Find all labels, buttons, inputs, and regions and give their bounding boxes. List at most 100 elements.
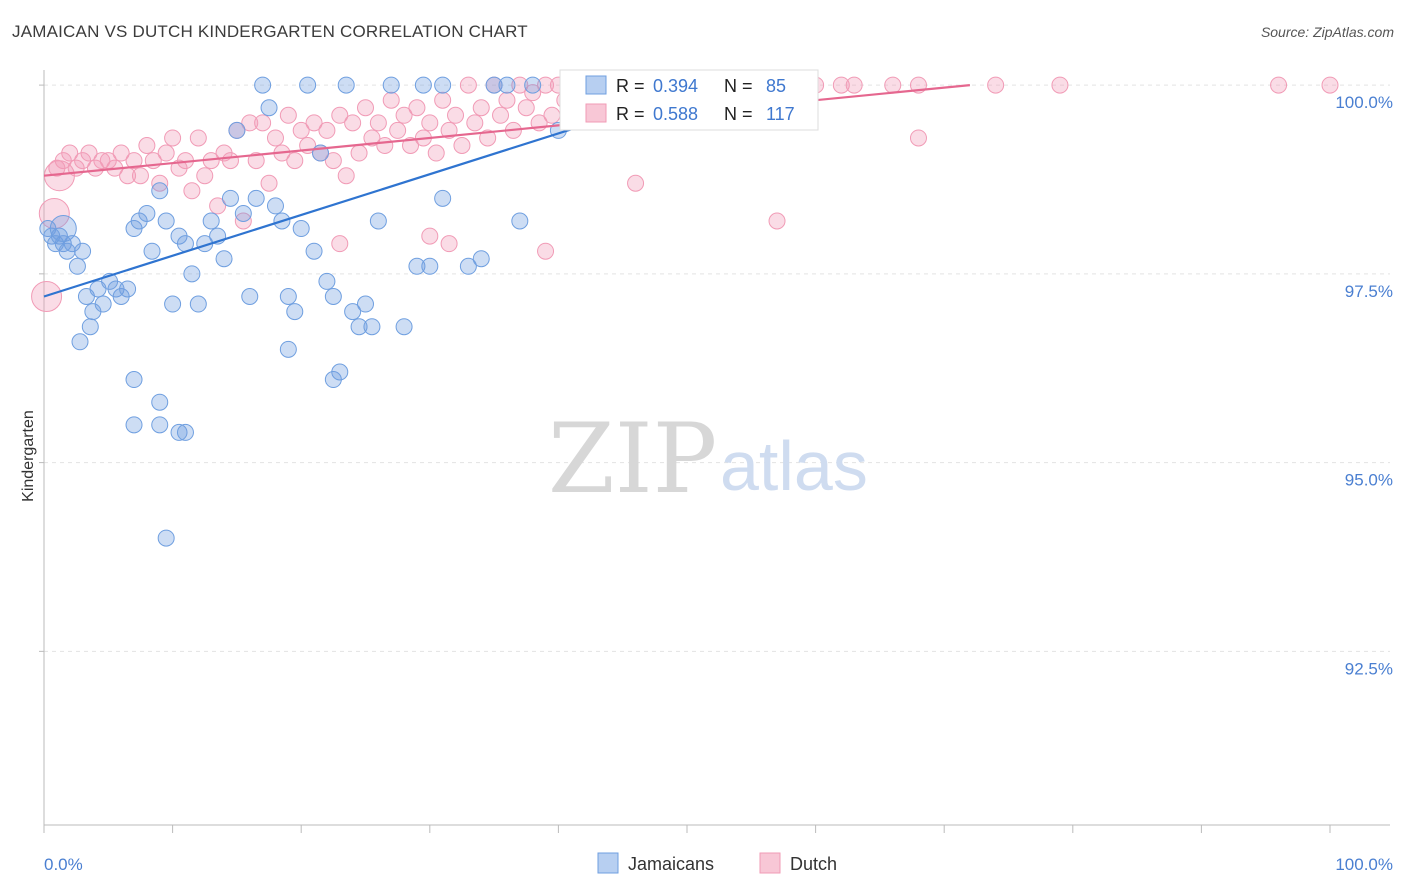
dutch-point (517, 99, 535, 117)
dutch-point (472, 99, 490, 117)
jamaicans-point (138, 204, 156, 222)
dutch-point (183, 182, 201, 200)
jamaicans-point (183, 265, 201, 283)
dutch-n-label: N = (724, 104, 753, 124)
dutch-point (196, 167, 214, 185)
watermark-atlas: atlas (720, 427, 868, 505)
jamaicans-point (318, 272, 336, 290)
dutch-point (408, 99, 426, 117)
jamaicans-point (363, 318, 381, 336)
dutch-point (447, 106, 465, 124)
dutch-point (395, 106, 413, 124)
dutch-point (221, 152, 239, 170)
jamaicans-point (299, 76, 317, 94)
jamaicans-point (337, 76, 355, 94)
jamaicans-point (74, 242, 92, 260)
stat-legend: R = 0.394 N = 85 R = 0.588 N = 117 (559, 69, 819, 131)
dutch-point (440, 235, 458, 253)
dutch-point (260, 174, 278, 192)
jamaicans-point (511, 212, 529, 230)
jamaicans-point (408, 257, 426, 275)
jamaicans-point (260, 99, 278, 117)
y-tick-label: 92.5% (1345, 659, 1393, 678)
y-tick-label: 100.0% (1335, 93, 1393, 112)
dutch-point (331, 235, 349, 253)
dutch-point (292, 121, 310, 139)
dutch-point (492, 106, 510, 124)
dutch-point (247, 152, 265, 170)
jamaicans-point (485, 76, 503, 94)
jamaicans-point (472, 250, 490, 268)
jamaicans-point (286, 303, 304, 321)
dutch-r-label: R = (616, 104, 645, 124)
dutch-point (93, 152, 111, 170)
dutch-point (466, 114, 484, 132)
watermark-zip: ZIP (548, 403, 717, 515)
gridlines (44, 84, 1390, 652)
x-tick-label: 100.0% (1335, 855, 1393, 874)
dutch-point (324, 152, 342, 170)
dutch-point (627, 174, 645, 192)
jamaicans-point (68, 257, 86, 275)
dutch-point (402, 137, 420, 154)
dutch-point (421, 114, 439, 132)
jamaicans-point (221, 189, 239, 207)
dutch-point (498, 91, 516, 109)
dutch-point (357, 99, 374, 117)
jamaicans-point (189, 295, 207, 313)
dutch-point (331, 106, 349, 124)
dutch-point (434, 91, 452, 109)
dutch-point (131, 167, 149, 185)
legend-dutch-swatch (759, 852, 781, 874)
jamaicans-point (279, 340, 297, 358)
dutch-point (440, 121, 458, 139)
jamaicans-point (49, 215, 77, 243)
jamaicans-point (94, 295, 112, 313)
jamaicans-point (266, 197, 284, 215)
dutch-swatch (585, 103, 607, 123)
jamaicans-point (247, 189, 265, 207)
dutch-point (909, 129, 927, 147)
dutch-point (459, 76, 477, 94)
jamaicans-point (215, 250, 233, 268)
jamaicans-point (151, 416, 169, 434)
x-tick-label: 0.0% (44, 855, 83, 874)
dutch-point (832, 76, 850, 94)
dutch-point (479, 129, 497, 147)
jamaicans-point (71, 333, 89, 351)
series-legend: Jamaicans Dutch (597, 852, 837, 874)
dutch-point (350, 144, 368, 162)
jamaicans-point (331, 363, 349, 381)
jamaicans-point (344, 303, 362, 321)
dutch-n-value: 117 (766, 104, 795, 124)
jamaicans-point (524, 76, 542, 94)
jamaicans-point (228, 121, 246, 139)
jamaicans-point (241, 288, 259, 305)
jamaicans-point (350, 318, 368, 336)
jamaicans-r-value: 0.394 (653, 76, 698, 96)
dutch-point (1321, 76, 1339, 94)
dutch-point (427, 144, 445, 162)
chart-title: JAMAICAN VS DUTCH KINDERGARTEN CORRELATI… (12, 22, 528, 41)
jamaicans-point (151, 393, 169, 411)
dutch-point (305, 114, 323, 132)
jamaicans-point (434, 76, 452, 94)
jamaicans-r-label: R = (616, 76, 645, 96)
dutch-point (189, 129, 207, 147)
y-tick-label: 97.5% (1345, 282, 1393, 301)
dutch-point (543, 106, 561, 124)
y-tick-label: 95.0% (1345, 471, 1393, 490)
jamaicans-point (421, 257, 439, 275)
jamaicans-point (292, 220, 310, 238)
dutch-point (363, 129, 381, 147)
dutch-point (376, 137, 394, 154)
jamaicans-point (157, 529, 175, 547)
y-tick-labels: 92.5% 95.0% 97.5% 100.0% (1335, 93, 1393, 678)
jamaicans-point (369, 212, 387, 230)
dutch-point (382, 91, 400, 109)
x-tick-labels: 0.0% 100.0% (44, 855, 1393, 874)
jamaicans-point (414, 76, 432, 94)
jamaicans-point (498, 76, 516, 94)
jamaicans-point (305, 242, 323, 260)
